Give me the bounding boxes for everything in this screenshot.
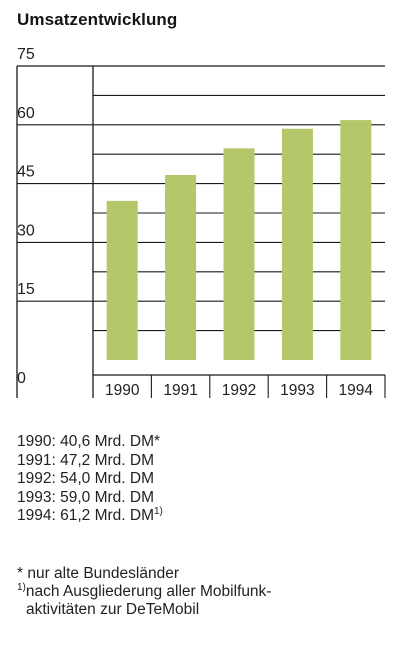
value-text: 1991: 47,2 Mrd. DM (17, 451, 154, 469)
value-line-1990: 1990: 40,6 Mrd. DM* (17, 433, 163, 452)
y-tick-label-30: 30 (17, 222, 35, 239)
chart-title: Umsatzentwicklung (17, 10, 178, 29)
value-line-1994: 1994: 61,2 Mrd. DM1) (17, 507, 163, 526)
footnote-mark: 1) (153, 506, 163, 518)
x-tick-label-1993: 1993 (280, 382, 314, 399)
footnote-old-states: * nur alte Bundesländer (17, 565, 180, 582)
footnotes: * nur alte Bundesländer 1)nach Ausgliede… (17, 565, 271, 619)
y-tick-label-60: 60 (17, 105, 35, 122)
bar-chart: 1990 1991 1992 1993 1994 0 15 30 45 60 75 (16, 46, 386, 399)
x-tick-label-1992: 1992 (222, 382, 256, 399)
value-line-1993: 1993: 59,0 Mrd. DM (17, 489, 163, 508)
value-text: 1993: 59,0 Mrd. DM (17, 488, 154, 506)
bar-1993 (281, 128, 313, 360)
bar-1990 (106, 200, 138, 360)
y-tick-label-0: 0 (17, 370, 26, 387)
value-line-1991: 1991: 47,2 Mrd. DM (17, 452, 163, 471)
bar-1994 (340, 120, 372, 360)
x-tick-label-1994: 1994 (339, 382, 374, 399)
value-mark: * (153, 433, 161, 450)
value-text: 1992: 54,0 Mrd. DM (17, 470, 154, 488)
x-tick-label-1991: 1991 (163, 382, 197, 399)
value-text: 1994: 61,2 Mrd. DM (17, 507, 154, 525)
x-tick-label-1990: 1990 (105, 382, 140, 399)
y-tick-label-45: 45 (17, 164, 35, 181)
footnote-mobile: 1)nach Ausgliederung aller Mobilfunk- (17, 583, 271, 601)
footnote-mobile-line2: aktivitäten zur DeTeMobil (26, 601, 200, 618)
footnote-mobile-line1: nach Ausgliederung aller Mobilfunk- (25, 583, 272, 600)
footnote-mobile-mark: 1) (17, 582, 26, 593)
bar-1991 (165, 174, 197, 360)
y-tick-label-75: 75 (17, 46, 35, 63)
y-tick-label-15: 15 (17, 281, 35, 298)
value-line-1992: 1992: 54,0 Mrd. DM (17, 470, 163, 489)
values-list: 1990: 40,6 Mrd. DM* 1991: 47,2 Mrd. DM 1… (17, 433, 163, 526)
bar-1992 (223, 148, 255, 360)
value-text: 1990: 40,6 Mrd. DM (17, 433, 154, 450)
